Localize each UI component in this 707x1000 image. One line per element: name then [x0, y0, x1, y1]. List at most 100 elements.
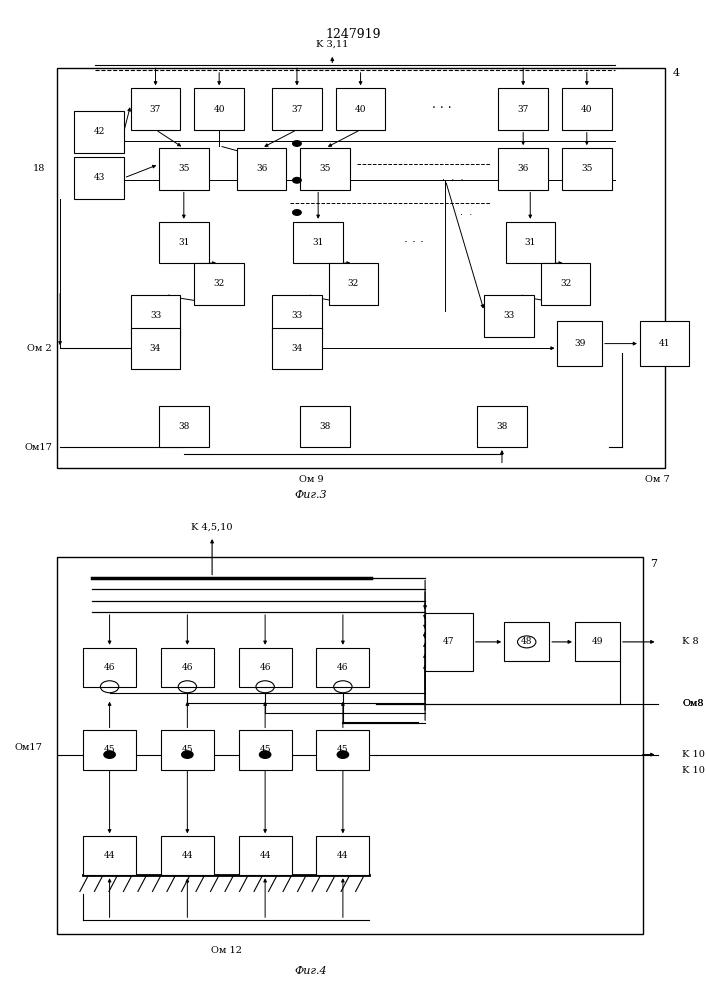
Bar	[640, 321, 689, 366]
Bar	[74, 111, 124, 153]
Text: 45: 45	[259, 745, 271, 754]
Text: 46: 46	[182, 663, 193, 672]
Bar	[329, 263, 378, 304]
Text: 40: 40	[581, 104, 592, 113]
Text: 44: 44	[104, 851, 115, 860]
Text: 34: 34	[291, 344, 303, 353]
Bar	[194, 88, 244, 130]
Text: 46: 46	[337, 663, 349, 672]
Text: 37: 37	[518, 104, 529, 113]
Text: 35: 35	[320, 164, 331, 173]
Text: 37: 37	[291, 104, 303, 113]
Circle shape	[293, 178, 301, 183]
Text: 34: 34	[150, 344, 161, 353]
Bar	[272, 328, 322, 369]
Text: 46: 46	[104, 663, 115, 672]
Text: 42: 42	[93, 127, 105, 136]
Circle shape	[182, 751, 193, 758]
Bar	[83, 836, 136, 875]
Bar	[558, 321, 602, 366]
Text: 18: 18	[33, 164, 45, 173]
Bar	[293, 222, 343, 263]
Text: 38: 38	[320, 422, 331, 431]
Bar	[239, 836, 292, 875]
Text: K 4,5,10: K 4,5,10	[192, 522, 233, 531]
Text: 49: 49	[592, 637, 603, 646]
Bar	[161, 730, 214, 770]
Bar	[272, 295, 322, 337]
Text: 48: 48	[521, 637, 532, 646]
Text: K 8: K 8	[682, 637, 699, 646]
Text: Фиг.4: Фиг.4	[295, 966, 327, 976]
Text: Ом 7: Ом 7	[645, 475, 670, 484]
Bar	[300, 406, 350, 447]
Text: · · ·: · · ·	[432, 103, 452, 115]
Text: 38: 38	[178, 422, 189, 431]
Bar	[74, 157, 124, 199]
Text: · · ·: · · ·	[404, 236, 423, 249]
Bar	[83, 648, 136, 687]
Bar	[131, 328, 180, 369]
Text: 44: 44	[182, 851, 193, 860]
Text: 39: 39	[574, 339, 585, 348]
Text: 33: 33	[291, 312, 303, 320]
Text: K 10: K 10	[682, 766, 705, 775]
Text: 44: 44	[337, 851, 349, 860]
Text: 31: 31	[312, 238, 324, 247]
Text: 7: 7	[650, 559, 658, 569]
Text: 36: 36	[518, 164, 529, 173]
Text: 46: 46	[259, 663, 271, 672]
Bar	[161, 648, 214, 687]
Bar	[239, 730, 292, 770]
Text: 1247919: 1247919	[326, 28, 381, 41]
Text: 40: 40	[355, 104, 366, 113]
Bar	[317, 648, 369, 687]
Bar	[131, 295, 180, 337]
Bar	[83, 730, 136, 770]
Text: 41: 41	[659, 339, 670, 348]
Text: 40: 40	[214, 104, 225, 113]
Bar	[159, 148, 209, 190]
Circle shape	[259, 751, 271, 758]
Bar	[498, 148, 548, 190]
Circle shape	[104, 751, 115, 758]
Text: K 3,11: K 3,11	[316, 40, 349, 49]
Text: 45: 45	[182, 745, 193, 754]
Text: Ом8: Ом8	[682, 700, 703, 708]
Bar	[237, 148, 286, 190]
Text: 38: 38	[496, 422, 508, 431]
Text: 32: 32	[560, 279, 571, 288]
Text: K 10: K 10	[682, 750, 705, 759]
Text: 33: 33	[150, 312, 161, 320]
Text: 45: 45	[337, 745, 349, 754]
Text: 37: 37	[150, 104, 161, 113]
Text: Ом17: Ом17	[14, 743, 42, 752]
Bar	[562, 88, 612, 130]
Text: ·  ·: · ·	[460, 210, 473, 220]
Bar	[541, 263, 590, 304]
Text: 43: 43	[93, 174, 105, 182]
Bar	[131, 88, 180, 130]
Text: 45: 45	[104, 745, 115, 754]
Bar	[317, 730, 369, 770]
Bar	[161, 836, 214, 875]
Bar	[194, 263, 244, 304]
Text: Ом8: Ом8	[682, 700, 703, 708]
Text: 35: 35	[178, 164, 189, 173]
Bar	[272, 88, 322, 130]
Text: Фиг.3: Фиг.3	[295, 490, 327, 500]
Bar	[159, 222, 209, 263]
Bar	[484, 295, 534, 337]
Text: 4: 4	[673, 68, 680, 78]
Bar	[562, 148, 612, 190]
Bar	[506, 222, 555, 263]
Text: Ом 9: Ом 9	[299, 475, 323, 484]
Text: 36: 36	[256, 164, 267, 173]
Text: 44: 44	[259, 851, 271, 860]
Text: 33: 33	[503, 312, 515, 320]
Text: Ом 12: Ом 12	[211, 946, 242, 955]
Circle shape	[337, 751, 349, 758]
Text: 32: 32	[348, 279, 359, 288]
Text: Ом17: Ом17	[25, 443, 53, 452]
Bar	[57, 557, 643, 934]
